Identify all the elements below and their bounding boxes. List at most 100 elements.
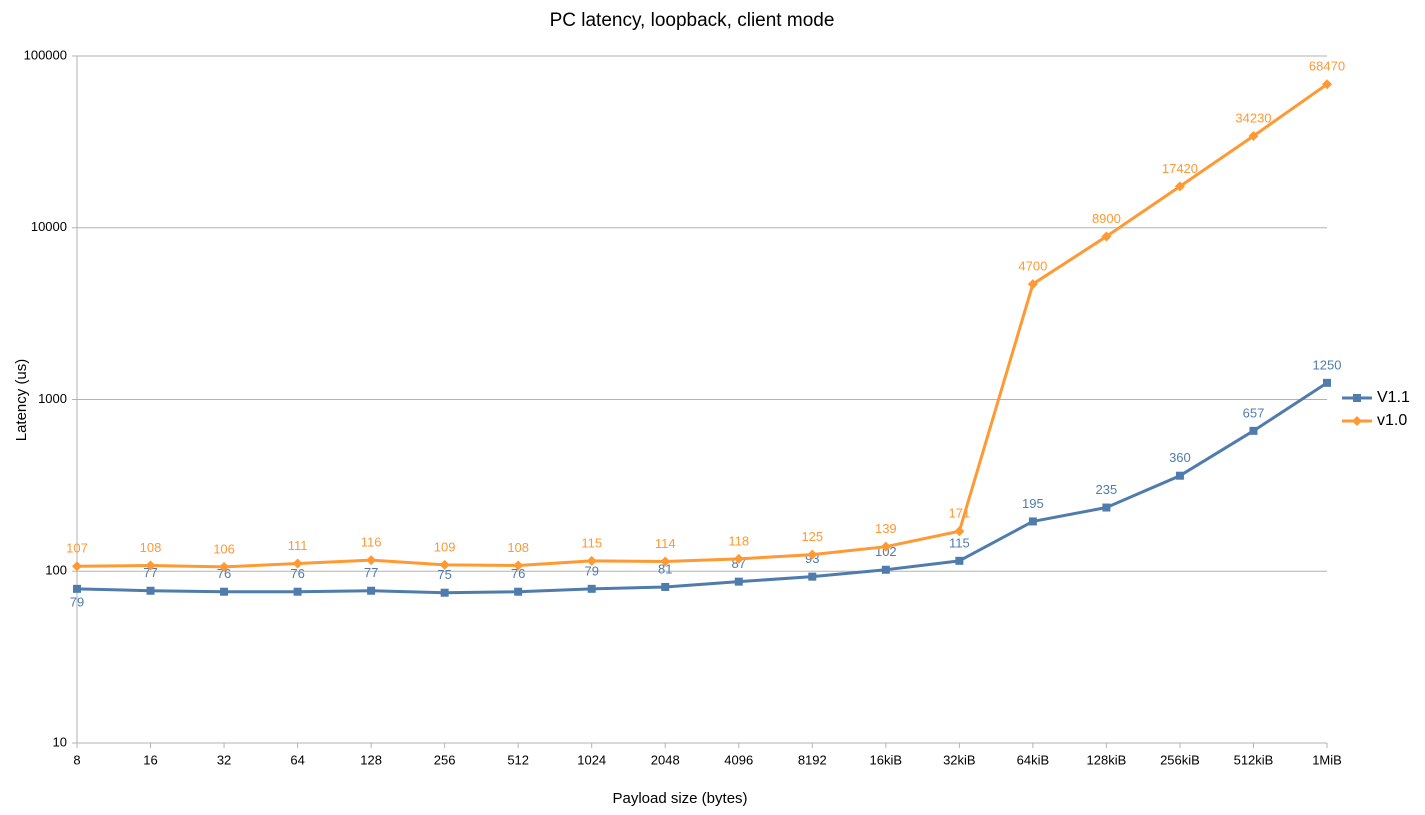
series-line: [76, 83, 1328, 569]
data-label: 125: [801, 529, 823, 544]
data-label: 77: [143, 565, 157, 580]
data-point: [145, 560, 156, 571]
x-tick-label: 32kiB: [943, 752, 976, 767]
x-tick-label: 1024: [577, 752, 606, 767]
data-label: 195: [1022, 496, 1044, 511]
data-point: [514, 587, 523, 596]
data-label: 114: [655, 536, 676, 551]
data-point: [146, 586, 155, 595]
data-label: 116: [361, 535, 382, 550]
x-tick-label: 64kiB: [1017, 752, 1050, 767]
data-point: [955, 556, 964, 565]
data-point: [733, 553, 744, 564]
series-line: [76, 381, 1328, 595]
data-label: 76: [217, 566, 231, 581]
data-point: [1101, 231, 1112, 242]
data-point: [1174, 181, 1185, 192]
data-point: [1028, 517, 1037, 526]
data-label: 115: [581, 535, 602, 550]
data-label: 171: [949, 506, 971, 521]
legend-label: V1.1: [1377, 389, 1410, 406]
data-label: 111: [288, 538, 308, 553]
data-point: [292, 558, 303, 569]
data-label: 17420: [1162, 161, 1198, 176]
data-point: [954, 526, 965, 537]
x-axis-title: Payload size (bytes): [612, 790, 747, 807]
data-label: 108: [507, 540, 529, 555]
data-point: [807, 549, 818, 560]
x-tick-label: 1MiB: [1312, 752, 1342, 767]
x-tick-label: 4096: [724, 752, 753, 767]
data-label: 77: [364, 565, 378, 580]
y-tick-label: 100: [45, 563, 67, 578]
data-label: 1250: [1313, 357, 1342, 372]
data-point: [1323, 378, 1331, 387]
x-tick-label: 512: [507, 752, 529, 767]
data-point: [1102, 503, 1111, 512]
data-label: 76: [290, 566, 304, 581]
data-point: [587, 584, 596, 593]
data-label: 75: [437, 567, 451, 582]
y-tick-label: 10: [53, 734, 67, 749]
data-point: [808, 572, 817, 581]
x-tick-label: 512kiB: [1234, 752, 1274, 767]
x-tick-label: 64: [290, 752, 304, 767]
legend-marker: [1352, 416, 1362, 426]
data-point: [72, 561, 82, 572]
x-tick-label: 128: [360, 752, 382, 767]
data-point: [880, 541, 891, 552]
data-label: 115: [949, 535, 970, 550]
data-point: [881, 565, 890, 574]
data-label: 34230: [1235, 110, 1271, 125]
data-point: [661, 582, 670, 591]
data-label: 79: [70, 594, 84, 609]
data-label: 139: [875, 521, 897, 536]
data-label: 106: [213, 541, 235, 556]
data-point: [220, 587, 229, 596]
x-tick-label: 2048: [651, 752, 680, 767]
data-point: [367, 586, 376, 595]
data-label: 360: [1169, 450, 1191, 465]
legend-label: v1.0: [1377, 412, 1407, 429]
data-label: 8900: [1092, 211, 1121, 226]
data-label: 79: [584, 563, 598, 578]
data-point: [293, 587, 302, 596]
data-label: 235: [1096, 482, 1118, 497]
data-label: 76: [511, 566, 525, 581]
data-point: [586, 555, 597, 566]
data-point: [1027, 279, 1038, 290]
data-label: 81: [658, 561, 672, 576]
legend-marker: [1353, 394, 1361, 402]
data-point: [366, 555, 377, 566]
data-label: 109: [434, 539, 456, 554]
data-point: [1175, 471, 1184, 480]
x-tick-label: 8: [73, 752, 80, 767]
chart-title: PC latency, loopback, client mode: [550, 10, 835, 31]
y-axis-title: Latency (us): [13, 359, 30, 442]
data-point: [660, 556, 671, 567]
y-tick-label: 100000: [24, 47, 67, 62]
data-point: [1249, 426, 1258, 435]
x-tick-label: 128kiB: [1087, 752, 1127, 767]
data-label: 4700: [1018, 259, 1047, 274]
data-label: 107: [66, 541, 88, 556]
data-label: 68470: [1309, 59, 1345, 74]
data-label: 108: [140, 540, 162, 555]
data-point: [219, 561, 230, 572]
data-label: 118: [728, 533, 749, 548]
x-tick-label: 8192: [798, 752, 827, 767]
data-point: [440, 588, 449, 597]
x-tick-label: 256: [434, 752, 456, 767]
y-tick-label: 10000: [31, 219, 67, 234]
x-tick-label: 256kiB: [1160, 752, 1200, 767]
data-point: [73, 584, 81, 593]
data-point: [734, 577, 743, 586]
data-point: [1248, 130, 1259, 141]
x-tick-label: 32: [217, 752, 231, 767]
x-tick-label: 16kiB: [870, 752, 903, 767]
data-point: [439, 559, 450, 570]
data-point: [1322, 79, 1332, 90]
x-tick-label: 16: [143, 752, 157, 767]
